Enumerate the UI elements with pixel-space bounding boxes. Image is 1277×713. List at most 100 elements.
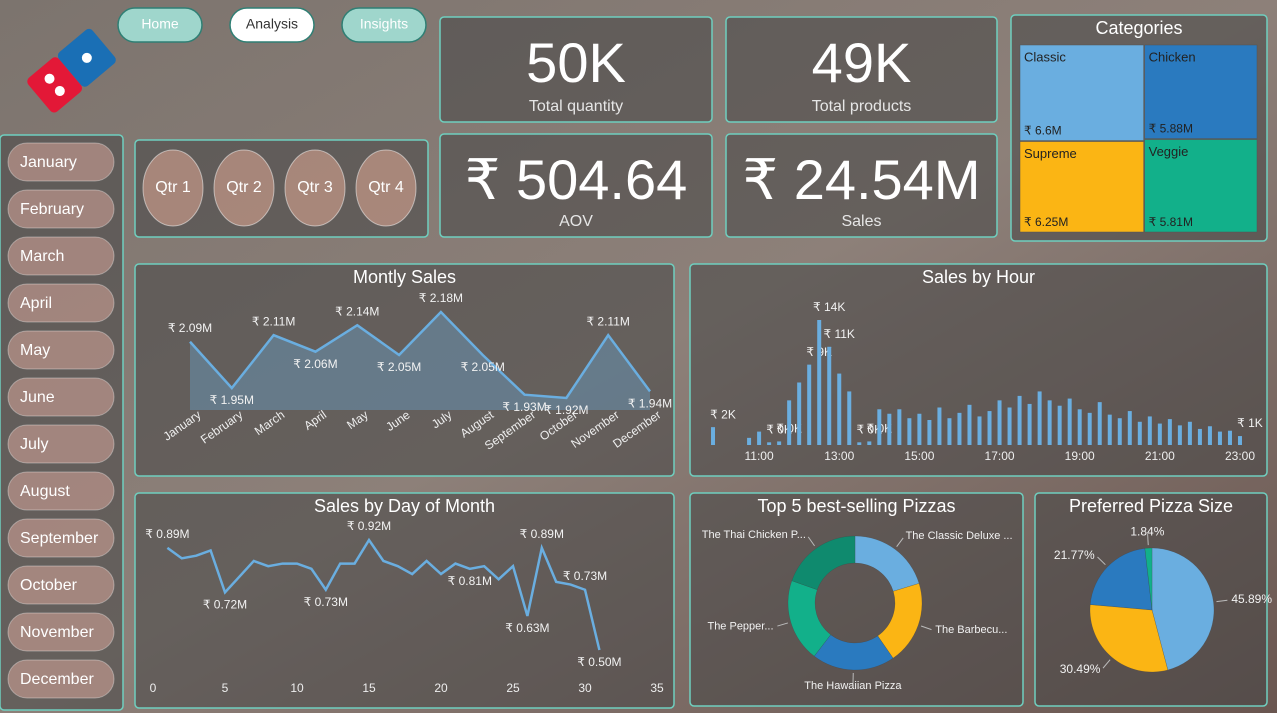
month-label[interactable]: January xyxy=(20,154,77,171)
data-label: ₹ 0.89M xyxy=(145,527,189,541)
data-label: ₹ 0K xyxy=(856,422,882,436)
bar xyxy=(1087,412,1092,445)
bar xyxy=(977,416,982,445)
month-button[interactable] xyxy=(7,236,115,276)
bar xyxy=(987,411,992,445)
panel xyxy=(725,133,998,238)
cell-value: ₹ 6.25M xyxy=(1024,215,1068,229)
bar xyxy=(1037,391,1042,445)
month-button[interactable] xyxy=(7,377,115,417)
data-label: ₹ 2.09M xyxy=(168,321,212,335)
kpi-label: Sales xyxy=(841,213,881,230)
chart-title: Top 5 best-selling Pizzas xyxy=(757,496,955,516)
x-tick-label: 21:00 xyxy=(1145,449,1175,463)
pie-slice xyxy=(1089,604,1169,673)
month-button[interactable] xyxy=(7,471,115,511)
slice-label: The Classic Deluxe ... xyxy=(906,530,1013,542)
slice-label: The Pepper... xyxy=(707,621,773,633)
bar xyxy=(827,346,832,445)
nav-label[interactable]: Analysis xyxy=(246,16,298,32)
month-button[interactable] xyxy=(7,659,115,699)
quarter-label[interactable]: Qtr 3 xyxy=(297,179,333,196)
slice-label: The Hawaiian Pizza xyxy=(804,680,902,692)
month-label[interactable]: March xyxy=(20,248,64,265)
pie-slice xyxy=(1144,547,1153,611)
panel xyxy=(134,263,675,477)
quarter-label[interactable]: Qtr 4 xyxy=(368,179,404,196)
data-label: ₹ 2.11M xyxy=(586,314,629,328)
nav-label[interactable]: Home xyxy=(141,16,179,32)
quarter-button[interactable] xyxy=(284,149,346,227)
data-label: 21.77% xyxy=(1054,548,1095,562)
data-label: ₹ 14K xyxy=(813,300,845,314)
treemap-cell xyxy=(1019,141,1144,233)
bar xyxy=(807,364,812,445)
data-label: ₹ 2.05M xyxy=(461,360,505,374)
bar xyxy=(1077,409,1082,445)
bar xyxy=(1167,419,1172,445)
quarter-label[interactable]: Qtr 1 xyxy=(155,179,191,196)
month-button[interactable] xyxy=(7,565,115,605)
quarter-button[interactable] xyxy=(213,149,275,227)
month-label[interactable]: September xyxy=(20,530,99,547)
cell-label: Chicken xyxy=(1149,49,1196,64)
x-tick-label: 20 xyxy=(434,681,448,695)
month-label[interactable]: December xyxy=(20,671,94,688)
bar xyxy=(747,437,752,445)
bar xyxy=(867,441,872,445)
month-button[interactable] xyxy=(7,283,115,323)
panel xyxy=(439,16,713,123)
panel xyxy=(725,16,998,123)
month-button[interactable] xyxy=(7,518,115,558)
leader-line xyxy=(807,536,815,547)
leader-line xyxy=(1216,599,1228,603)
bar xyxy=(1177,425,1182,445)
pie-slice xyxy=(1089,548,1153,611)
bar xyxy=(997,400,1002,445)
month-label[interactable]: June xyxy=(20,389,55,406)
kpi-label: Total quantity xyxy=(529,98,623,115)
nav-button[interactable] xyxy=(117,7,203,43)
data-label: 1.84% xyxy=(1130,524,1164,538)
quarter-label[interactable]: Qtr 2 xyxy=(226,179,262,196)
quarter-button[interactable] xyxy=(355,149,417,227)
month-label[interactable]: February xyxy=(20,201,84,218)
panel xyxy=(689,263,1268,477)
month-button[interactable] xyxy=(7,330,115,370)
month-label[interactable]: April xyxy=(20,295,52,312)
month-button[interactable] xyxy=(7,142,115,182)
bar xyxy=(1137,421,1142,445)
nav-button[interactable] xyxy=(229,7,315,43)
cell-value: ₹ 6.6M xyxy=(1024,124,1062,138)
bar xyxy=(1207,426,1212,445)
nav-label[interactable]: Insights xyxy=(360,16,408,32)
data-label: ₹ 1.95M xyxy=(210,393,254,407)
panel xyxy=(439,133,713,238)
month-label[interactable]: October xyxy=(20,577,78,594)
quarter-button[interactable] xyxy=(142,149,204,227)
month-label[interactable]: July xyxy=(20,436,48,453)
bar xyxy=(1127,411,1132,445)
data-label: ₹ 2.05M xyxy=(377,360,421,374)
x-tick-label: 11:00 xyxy=(745,449,774,463)
month-button[interactable] xyxy=(7,189,115,229)
leader-line xyxy=(896,537,904,548)
month-button[interactable] xyxy=(7,612,115,652)
data-label: 45.89% xyxy=(1231,592,1272,606)
bar xyxy=(957,412,962,445)
data-label: ₹ 0K xyxy=(766,422,792,436)
x-tick-label: 17:00 xyxy=(985,449,1015,463)
month-label[interactable]: August xyxy=(20,483,70,500)
x-tick-label: 23:00 xyxy=(1225,449,1255,463)
bar xyxy=(837,373,842,445)
bar xyxy=(787,400,792,445)
nav-button[interactable] xyxy=(341,7,427,43)
x-tick-label: 35 xyxy=(650,681,664,695)
treemap-cell xyxy=(1144,139,1258,233)
logo-dot xyxy=(54,85,65,96)
kpi-label: AOV xyxy=(559,213,593,230)
month-button[interactable] xyxy=(7,424,115,464)
month-label[interactable]: November xyxy=(20,624,94,641)
donut-slice xyxy=(791,535,856,591)
month-label[interactable]: May xyxy=(20,342,50,359)
